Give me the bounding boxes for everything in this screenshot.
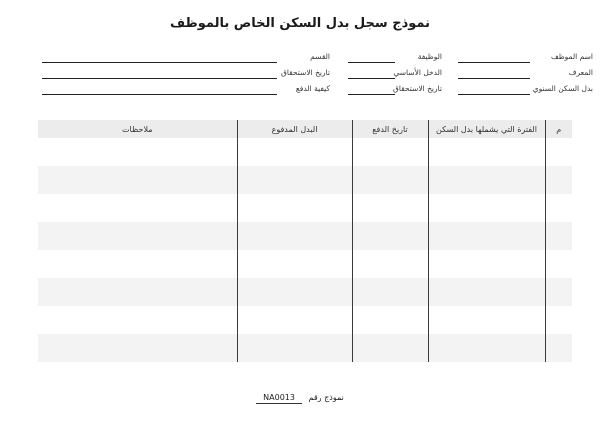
table-cell[interactable] (236, 334, 352, 362)
field-label-payment-method: كيفية الدفع (295, 84, 330, 93)
table-cell[interactable] (427, 334, 545, 362)
table-cell[interactable] (544, 194, 572, 222)
field-label-job-title: الوظيفة (417, 52, 442, 61)
field-input-department[interactable] (42, 62, 277, 63)
table-cell[interactable] (427, 222, 545, 250)
table-cell[interactable] (38, 166, 237, 194)
field-label-employee-name: اسم الموظف (550, 52, 593, 61)
column-header-payment-date: تاريخ الدفع (351, 120, 428, 138)
table-row (38, 138, 572, 166)
form-number-value: NA0013 (256, 393, 302, 404)
table-row (38, 334, 572, 362)
table-cell[interactable] (544, 166, 572, 194)
table-cell[interactable] (544, 222, 572, 250)
field-input-due-date[interactable] (42, 78, 277, 79)
table-cell[interactable] (351, 222, 428, 250)
table-cell[interactable] (544, 334, 572, 362)
table-row (38, 250, 572, 278)
table-cell[interactable] (351, 306, 428, 334)
column-header-allowance-paid: البدل المدفوع (236, 120, 352, 138)
table-cell[interactable] (38, 278, 237, 306)
table-cell[interactable] (38, 194, 237, 222)
column-header-notes: ملاحظات (38, 120, 237, 138)
table-cell[interactable] (351, 250, 428, 278)
table-header-row: م الفترة التي يشملها بدل السكن تاريخ الد… (38, 120, 572, 138)
table-cell[interactable] (427, 250, 545, 278)
table-cell[interactable] (427, 138, 545, 166)
field-input-payment-method[interactable] (42, 94, 277, 95)
column-header-period-covered: الفترة التي يشملها بدل السكن (427, 120, 545, 138)
table-cell[interactable] (236, 166, 352, 194)
form-field-row-1: اسم الموظف الوظيفة القسم (0, 50, 600, 63)
page-title: نموذج سجل بدل السكن الخاص بالموظف (170, 16, 430, 31)
field-label-annual-housing-allowance: بدل السكن السنوي (532, 84, 593, 93)
field-label-department: القسم (310, 52, 330, 61)
table-cell[interactable] (236, 250, 352, 278)
table-row (38, 194, 572, 222)
table-row (38, 278, 572, 306)
table-cell[interactable] (38, 138, 237, 166)
table-cell[interactable] (236, 278, 352, 306)
allowance-record-table: م الفترة التي يشملها بدل السكن تاريخ الد… (38, 120, 572, 362)
table-cell[interactable] (236, 222, 352, 250)
table-cell[interactable] (236, 194, 352, 222)
column-header-serial: م (544, 120, 572, 138)
field-input-identifier[interactable] (458, 78, 530, 79)
table-cell[interactable] (236, 138, 352, 166)
field-label-entitlement-date: تاريخ الاستحقاق (393, 84, 442, 93)
table-cell[interactable] (427, 306, 545, 334)
form-field-row-3: بدل السكن السنوي تاريخ الاستحقاق كيفية ا… (0, 82, 600, 95)
field-input-employee-name[interactable] (458, 62, 530, 63)
field-label-identifier: المعرف (568, 68, 593, 77)
table-cell[interactable] (544, 278, 572, 306)
table-cell[interactable] (38, 334, 237, 362)
field-input-basic-income[interactable] (348, 78, 395, 79)
table-cell[interactable] (38, 306, 237, 334)
form-field-row-2: المعرف الدخل الأساسي تاريخ الاستحقاق (0, 66, 600, 79)
table-cell[interactable] (38, 222, 237, 250)
field-label-basic-income: الدخل الأساسي (393, 68, 442, 77)
table-cell[interactable] (236, 306, 352, 334)
table-cell[interactable] (544, 250, 572, 278)
table-body (38, 138, 572, 362)
table-cell[interactable] (544, 138, 572, 166)
field-label-due-date: تاريخ الاستحقاق (281, 68, 330, 77)
form-number-label: نموذج رقم (308, 393, 344, 402)
table-row (38, 166, 572, 194)
field-input-job-title[interactable] (348, 62, 395, 63)
field-input-annual-housing-allowance[interactable] (458, 94, 530, 95)
table-row (38, 222, 572, 250)
table-cell[interactable] (351, 166, 428, 194)
field-input-entitlement-date[interactable] (348, 94, 395, 95)
table-cell[interactable] (427, 194, 545, 222)
table-cell[interactable] (544, 306, 572, 334)
table-cell[interactable] (351, 334, 428, 362)
table-cell[interactable] (351, 278, 428, 306)
table-cell[interactable] (351, 194, 428, 222)
form-number: نموذج رقم NA0013 (0, 393, 600, 404)
table-cell[interactable] (427, 166, 545, 194)
table-cell[interactable] (427, 278, 545, 306)
table-row (38, 306, 572, 334)
table-cell[interactable] (351, 138, 428, 166)
table-cell[interactable] (38, 250, 237, 278)
